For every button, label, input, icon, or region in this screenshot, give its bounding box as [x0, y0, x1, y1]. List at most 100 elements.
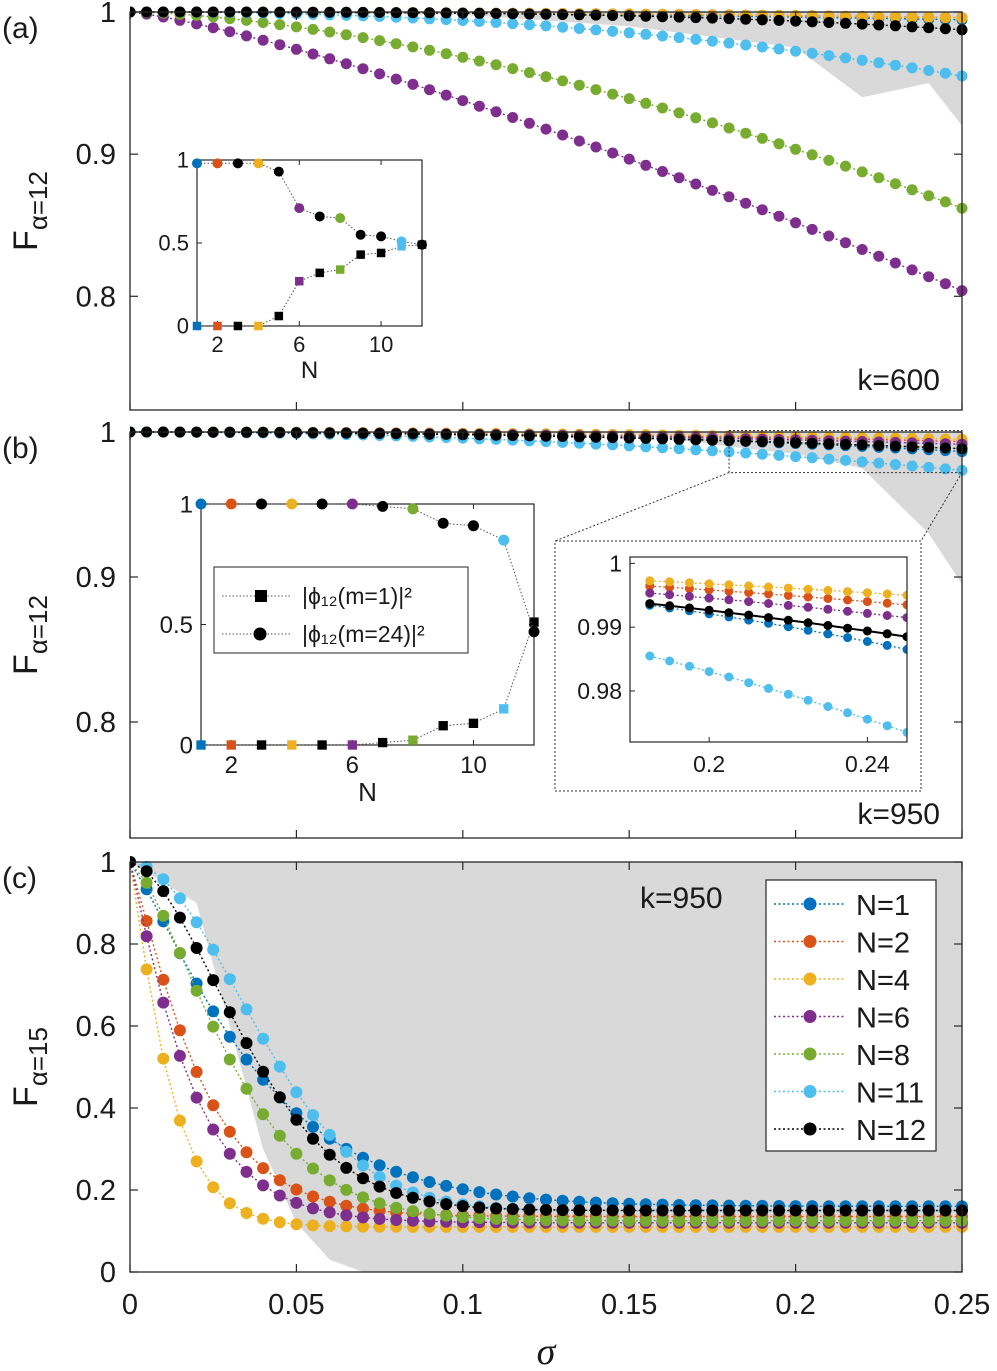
data-point	[523, 8, 535, 20]
data-point	[257, 1179, 270, 1192]
data-point	[390, 38, 402, 50]
y-axis-label: Fα=15	[7, 1027, 53, 1107]
data-point	[507, 18, 519, 30]
inset-circle-point	[192, 158, 202, 169]
zoom-point	[724, 580, 734, 590]
data-point	[423, 1195, 436, 1208]
data-point	[290, 1196, 303, 1209]
zoom-point	[645, 576, 655, 586]
inset-square-point	[274, 311, 284, 321]
inset-square-point	[468, 718, 479, 728]
inset-square-point	[317, 740, 327, 750]
data-point	[523, 430, 535, 442]
data-point	[657, 30, 668, 42]
legend-label: N=8	[856, 1040, 910, 1072]
data-point	[806, 437, 818, 449]
inset-x-label: N	[358, 777, 377, 807]
data-point	[906, 441, 918, 453]
data-point	[507, 63, 519, 75]
zoom-point	[882, 598, 892, 608]
data-point	[740, 197, 752, 209]
data-point	[589, 1204, 602, 1217]
data-point	[157, 909, 170, 922]
data-point	[257, 1162, 270, 1175]
data-point	[424, 428, 435, 440]
data-point	[240, 1082, 253, 1095]
data-point	[323, 1148, 336, 1161]
inset-circle-point	[212, 158, 223, 169]
y-label-sub: α=12	[23, 171, 53, 230]
inset-y-tick-label: 1	[177, 148, 189, 173]
panel-label: (b)	[2, 432, 39, 465]
data-point	[639, 1214, 652, 1227]
data-point	[140, 915, 153, 927]
data-point	[241, 30, 252, 42]
data-point	[257, 1108, 270, 1121]
data-point	[473, 55, 485, 67]
data-point	[607, 432, 619, 444]
data-point	[856, 166, 868, 178]
x-tick-label: 0.25	[934, 1289, 990, 1321]
data-point	[290, 1086, 303, 1099]
data-point	[307, 23, 319, 35]
data-point	[357, 1191, 369, 1204]
data-point	[623, 93, 635, 105]
series-N-8	[130, 856, 968, 1227]
legend-label: N=12	[856, 1115, 926, 1147]
data-point	[573, 1195, 586, 1208]
data-point	[440, 1179, 453, 1192]
data-point	[190, 942, 203, 954]
data-point	[606, 1214, 619, 1227]
data-point	[340, 1209, 353, 1222]
data-point	[340, 1145, 353, 1158]
inset-circle-point	[346, 498, 358, 510]
data-point	[523, 1203, 536, 1216]
data-point	[823, 453, 835, 465]
data-point	[889, 178, 901, 190]
inset-box	[196, 159, 423, 327]
y-tick-label: 0.8	[76, 707, 116, 739]
zoom-point	[783, 689, 793, 699]
inset-circle-point	[467, 520, 479, 532]
data-point	[324, 26, 336, 38]
panel-2: 0 0.05 0.1 0.15 0.2 0.25 1 0.8 0.6 0.4 0.2 0 Fα=15 (c…	[2, 847, 990, 1371]
data-point	[756, 14, 768, 26]
data-point	[207, 1181, 220, 1194]
data-point	[307, 1202, 319, 1215]
data-point	[406, 1214, 419, 1227]
data-point	[889, 59, 901, 71]
inset-square-point	[196, 740, 206, 750]
data-point	[257, 1065, 270, 1078]
data-point	[290, 1218, 303, 1231]
inset-y-tick-label: 0	[180, 732, 193, 759]
legend-circle-marker	[253, 627, 267, 641]
data-point	[357, 63, 369, 75]
data-point	[906, 11, 918, 23]
data-point	[723, 122, 735, 134]
y-tick-label: 0.6	[76, 1011, 116, 1043]
data-point	[756, 1204, 769, 1217]
data-point	[740, 447, 752, 459]
data-point	[357, 1211, 369, 1224]
data-point	[456, 1183, 469, 1196]
data-point	[340, 1220, 353, 1233]
data-point	[806, 223, 818, 235]
inset-square-point	[213, 321, 222, 331]
data-point	[840, 160, 851, 172]
data-point	[456, 1200, 469, 1213]
data-point	[939, 278, 951, 290]
data-point	[190, 916, 203, 929]
data-point	[240, 1053, 253, 1066]
data-point	[390, 1201, 403, 1214]
inset-x-tick-label: 6	[293, 332, 305, 357]
data-point	[323, 1128, 336, 1141]
inset-square-point	[377, 737, 388, 748]
data-point	[257, 34, 269, 46]
data-point	[223, 1125, 236, 1138]
data-point	[173, 947, 186, 959]
zoom-point	[764, 599, 773, 608]
data-point	[889, 11, 901, 23]
zoom-point	[862, 597, 872, 607]
inset-square-point	[295, 276, 304, 286]
data-point	[740, 127, 752, 139]
